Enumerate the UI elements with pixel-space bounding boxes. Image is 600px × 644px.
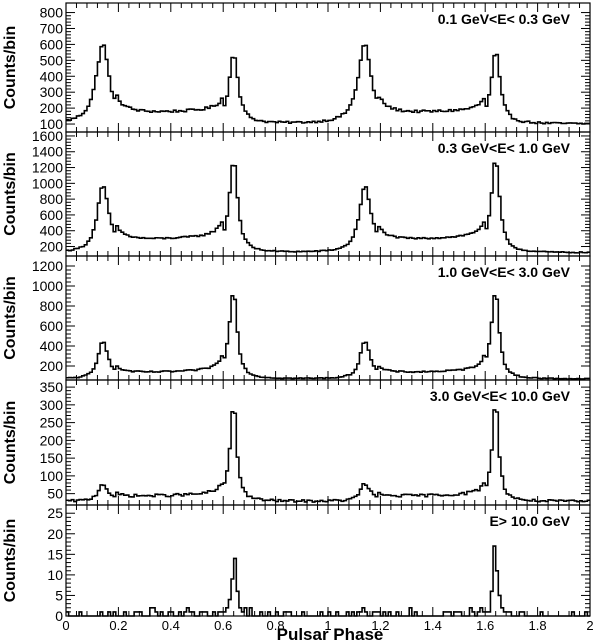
histogram-series — [66, 44, 590, 125]
y-axis-label: Counts/bin — [2, 26, 19, 110]
panel-5: 0 5 10 15 20 25 Counts/bin E> 10.0 GeV — [2, 504, 591, 624]
y-tick-label: 200 — [40, 100, 64, 116]
x-tick-label: 0.2 — [109, 618, 127, 633]
x-tick-label: 0.8 — [267, 618, 285, 633]
y-tick-label: 800 — [40, 191, 64, 207]
y-tick-label: 500 — [40, 52, 64, 68]
y-tick-label: 1200 — [32, 160, 63, 176]
y-tick-label: 25 — [47, 505, 63, 521]
y-tick-label: 1000 — [32, 175, 63, 191]
y-tick-label: 300 — [40, 397, 64, 413]
panel-3: 200 400 600 800 1000 1200 Counts/bin 1.0 GeV<E<… — [2, 255, 591, 381]
y-axis-label: Counts/bin — [2, 519, 19, 603]
y-axis-label: Counts/bin — [2, 401, 19, 485]
x-tick-label: 1 — [324, 618, 331, 633]
x-tick-label: 2 — [586, 618, 593, 633]
y-tick-label: 400 — [40, 223, 64, 239]
y-tick-label: 100 — [40, 116, 64, 132]
histogram-series — [66, 545, 590, 617]
y-tick-label: 200 — [40, 358, 64, 374]
y-tick-label: 10 — [47, 567, 63, 583]
histogram-series — [66, 409, 590, 503]
y-tick-label: 50 — [47, 486, 63, 502]
y-tick-label: 400 — [40, 338, 64, 354]
y-tick-label: 600 — [40, 318, 64, 334]
y-tick-label: 350 — [40, 379, 64, 395]
y-tick-label: 20 — [47, 526, 63, 542]
y-tick-label: 250 — [40, 415, 64, 431]
energy-range-label: E> 10.0 GeV — [489, 513, 570, 529]
y-tick-label: 5 — [55, 587, 63, 603]
y-axis-label: Counts/bin — [2, 276, 19, 360]
x-tick-label: 1.8 — [529, 618, 547, 633]
x-tick-label: 1.4 — [424, 618, 442, 633]
x-tick-label: 0 — [62, 618, 69, 633]
y-tick-label: 1600 — [32, 128, 63, 144]
energy-range-label: 0.3 GeV<E< 1.0 GeV — [438, 140, 571, 156]
x-tick-label: 1.2 — [371, 618, 389, 633]
y-tick-label: 400 — [40, 68, 64, 84]
y-tick-label: 100 — [40, 468, 64, 484]
energy-range-label: 0.1 GeV<E< 0.3 GeV — [438, 11, 571, 27]
x-tick-label: 0.4 — [162, 618, 180, 633]
y-tick-label: 600 — [40, 207, 64, 223]
y-tick-label: 1200 — [32, 258, 63, 274]
x-tick-label: 1.6 — [476, 618, 494, 633]
x-axis-label: Pulsar Phase — [277, 625, 384, 644]
y-tick-label: 800 — [40, 5, 64, 21]
histogram-series — [66, 162, 590, 254]
y-tick-label: 200 — [40, 432, 64, 448]
y-tick-label: 150 — [40, 450, 64, 466]
y-tick-label: 800 — [40, 298, 64, 314]
energy-range-label: 3.0 GeV<E< 10.0 GeV — [430, 388, 571, 404]
y-tick-label: 600 — [40, 36, 64, 52]
x-tick-label: 0.6 — [214, 618, 232, 633]
histogram-series — [66, 295, 590, 380]
y-tick-label: 300 — [40, 84, 64, 100]
y-tick-label: 15 — [47, 546, 63, 562]
x-axis: 0 0.2 0.4 0.6 0.8 1 1.2 1.4 1.6 1.8 2 — [62, 618, 593, 633]
y-tick-label: 1000 — [32, 278, 63, 294]
energy-range-label: 1.0 GeV<E< 3.0 GeV — [438, 264, 571, 280]
y-tick-label: 1400 — [32, 144, 63, 160]
y-tick-label: 700 — [40, 20, 64, 36]
y-axis-label: Counts/bin — [2, 152, 19, 236]
y-tick-label: 0 — [55, 608, 63, 624]
y-tick-label: 200 — [40, 239, 64, 255]
